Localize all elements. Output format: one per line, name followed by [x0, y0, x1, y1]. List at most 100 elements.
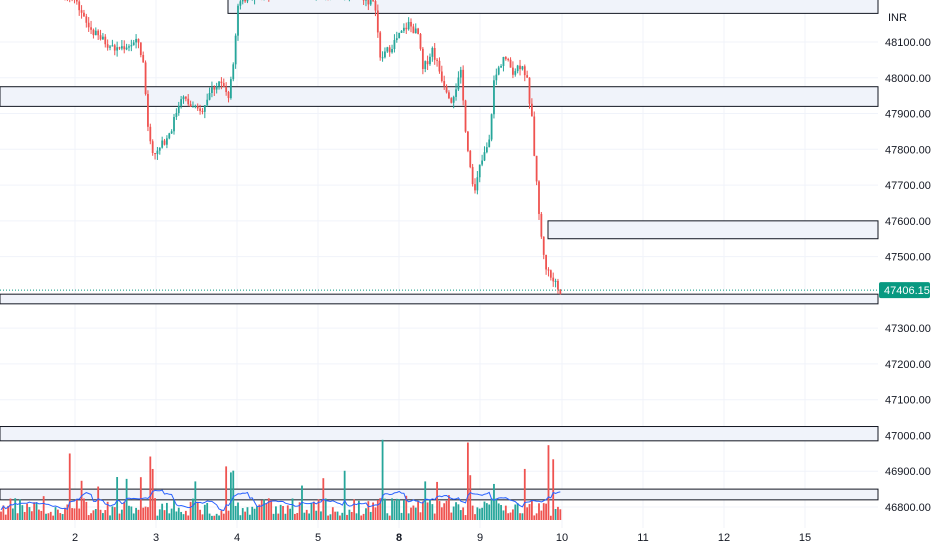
volume-bar: [211, 515, 213, 520]
candle-body: [369, 0, 372, 5]
y-tick-label: 47200.00: [885, 359, 931, 371]
candle-body: [381, 57, 384, 59]
volume-bar: [315, 510, 318, 520]
volume-bar: [336, 511, 339, 520]
candle-body: [222, 83, 225, 88]
candle-body: [530, 103, 533, 117]
candle-body: [538, 181, 540, 214]
candle-body: [509, 59, 512, 68]
volume-bar: [296, 512, 299, 520]
candle-body: [206, 99, 209, 106]
candle-body: [519, 65, 521, 70]
zone-layer: [0, 0, 879, 501]
candle-body: [521, 66, 524, 70]
volume-bar: [218, 515, 220, 520]
y-tick-label: 47300.00: [885, 323, 931, 335]
volume-bar: [386, 513, 389, 520]
volume-bar: [184, 510, 187, 520]
volume-bar: [239, 515, 242, 520]
candle-body: [156, 150, 159, 155]
volume-bar: [353, 499, 356, 520]
volume-bar: [149, 456, 152, 520]
volume-bar: [180, 511, 183, 520]
volume-bar: [291, 498, 294, 520]
volume-ma-line: [0, 489, 561, 512]
volume-bar: [417, 501, 420, 520]
volume-bar: [59, 513, 62, 520]
volume-bar: [476, 507, 479, 520]
volume-bar: [142, 507, 145, 520]
volume-bar: [170, 508, 173, 520]
candle-body: [545, 254, 547, 270]
volume-bar: [14, 498, 17, 520]
volume-bar: [256, 506, 258, 520]
candle-body: [161, 140, 164, 148]
candle-body: [147, 94, 149, 127]
volume-bar: [372, 502, 374, 520]
candle-body: [144, 62, 147, 95]
volume-bar: [19, 499, 21, 520]
volume-bar: [4, 514, 7, 520]
y-tick-label: 47500.00: [885, 252, 931, 264]
volume-bar: [120, 509, 123, 520]
volume-bar: [282, 506, 284, 520]
candle-body: [211, 87, 213, 94]
candle-body: [102, 36, 104, 40]
volume-bar: [469, 475, 472, 520]
candle-body: [478, 164, 481, 178]
volume-bar: [448, 495, 450, 520]
volume-bar: [433, 513, 436, 520]
volume-bar: [23, 511, 26, 520]
volume-bar: [293, 513, 296, 520]
volume-bar: [9, 498, 12, 520]
candle-body: [424, 61, 427, 70]
candle-body: [109, 46, 111, 48]
volume-bar: [533, 515, 536, 520]
volume-bar: [222, 513, 225, 520]
candle-body: [474, 184, 476, 191]
candle-body: [367, 0, 370, 5]
candle-body: [78, 1, 81, 11]
volume-bar: [381, 439, 384, 520]
candle-layer: [64, 0, 562, 295]
candle-body: [426, 61, 429, 65]
candle-body: [450, 98, 453, 103]
volume-bar: [343, 470, 346, 520]
volume-bar: [452, 506, 455, 520]
volume-bar: [111, 506, 114, 520]
volume-bar: [206, 502, 209, 520]
volume-bar: [357, 500, 360, 520]
volume-bar: [367, 501, 370, 520]
volume-bar: [478, 508, 481, 520]
volume-bar: [68, 453, 71, 520]
candle-body: [391, 49, 393, 53]
volume-bar: [305, 509, 308, 520]
volume-bar: [331, 507, 334, 520]
candle-body: [419, 33, 422, 49]
candle-body: [173, 116, 175, 132]
candle-body: [83, 12, 85, 17]
volume-bar: [64, 507, 66, 520]
volume-bar: [75, 499, 78, 520]
volume-bar: [213, 515, 216, 520]
candle-body: [485, 147, 488, 153]
x-tick-label: 5: [315, 532, 321, 544]
volume-bar: [398, 499, 401, 520]
volume-bar: [493, 483, 495, 520]
volume-bar: [189, 501, 192, 520]
volume-bar: [73, 508, 76, 520]
volume-bar: [225, 466, 228, 520]
zone-rect: [0, 488, 879, 501]
candle-body: [528, 77, 531, 104]
candle-body: [130, 45, 133, 47]
candle-body: [400, 30, 403, 33]
candle-body: [535, 155, 538, 182]
candle-body: [466, 131, 469, 151]
volume-bar: [275, 506, 277, 520]
volume-bar: [538, 503, 540, 520]
volume-bar: [514, 504, 517, 520]
candle-body: [455, 89, 457, 97]
volume-bar: [436, 481, 438, 520]
